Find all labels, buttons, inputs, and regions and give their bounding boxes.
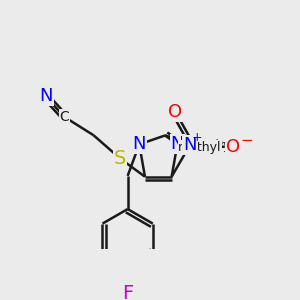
- Text: O: O: [168, 103, 182, 121]
- Text: O: O: [226, 138, 240, 156]
- Text: methyl: methyl: [178, 141, 222, 154]
- Text: methyl: methyl: [193, 139, 235, 152]
- Text: C: C: [60, 110, 69, 124]
- Text: F: F: [122, 284, 133, 300]
- Text: N: N: [133, 135, 146, 153]
- Text: +: +: [192, 131, 203, 144]
- Text: N: N: [183, 136, 196, 154]
- Text: S: S: [114, 149, 126, 168]
- Text: −: −: [240, 133, 253, 148]
- Text: N: N: [171, 135, 184, 153]
- Text: N: N: [40, 87, 53, 105]
- Text: methyl: methyl: [198, 140, 237, 150]
